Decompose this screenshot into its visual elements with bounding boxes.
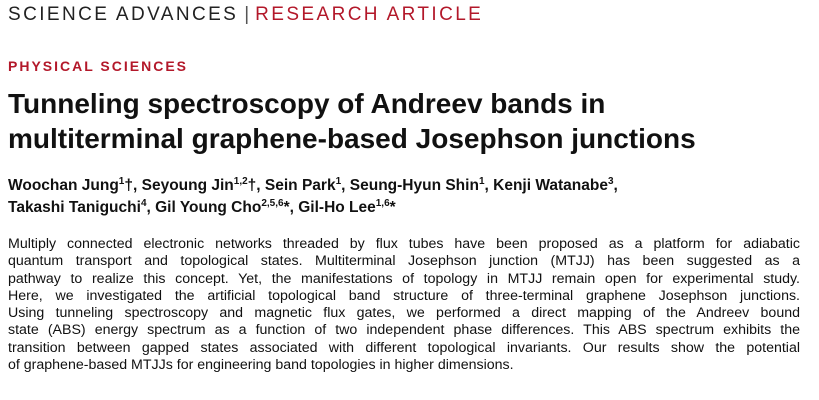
abstract: Multiply connected electronic networks t…	[8, 236, 800, 374]
article-type: RESEARCH ARTICLE	[255, 4, 484, 25]
author-name: Kenji Watanabe	[493, 177, 608, 194]
author-name: Seung-Hyun Shin	[349, 177, 479, 194]
author: Gil Young Cho2,5,6*,	[155, 198, 298, 217]
article-title: Tunneling spectroscopy of Andreev bands …	[8, 86, 696, 156]
author: Takashi Taniguchi4,	[8, 198, 155, 217]
title-line: Tunneling spectroscopy of Andreev bands …	[8, 88, 606, 119]
author-name: Gil Young Cho	[155, 199, 262, 216]
abstract-line: Here, we investigated the artificial top…	[8, 287, 800, 304]
abstract-line: of graphene-based MTJJs for engineering …	[8, 357, 514, 374]
author: Seyoung Jin1,2†,	[141, 176, 265, 195]
author: Sein Park1,	[264, 176, 350, 195]
author-affiliations: 2,5,6	[261, 198, 284, 209]
header-separator: |	[244, 4, 250, 25]
abstract-line: state (ABS) energy spectrum as a functio…	[8, 322, 800, 339]
author-suffix: ,	[341, 177, 346, 194]
abstract-line: transition between gapped states associa…	[8, 339, 800, 356]
author-affiliations: 1	[478, 176, 485, 187]
author-list: Woochan Jung1†, Seyoung Jin1,2†, Sein Pa…	[8, 175, 618, 219]
author-suffix: †,	[247, 177, 261, 194]
author: Kenji Watanabe3,	[493, 176, 618, 195]
author: Seung-Hyun Shin1,	[349, 176, 493, 195]
author-suffix: ,	[613, 177, 618, 194]
journal-header: SCIENCE ADVANCES | RESEARCH ARTICLE	[8, 4, 483, 26]
author-affiliations: 1	[335, 176, 342, 187]
author-suffix: ,	[484, 177, 489, 194]
author-suffix: †,	[124, 177, 138, 194]
abstract-line: quantum transport and topological states…	[8, 253, 800, 270]
author-line: Takashi Taniguchi4, Gil Young Cho2,5,6*,…	[8, 197, 618, 219]
author-name: Sein Park	[264, 177, 336, 194]
author-suffix: *	[389, 199, 396, 216]
author-line: Woochan Jung1†, Seyoung Jin1,2†, Sein Pa…	[8, 175, 618, 197]
author-suffix: *,	[283, 199, 294, 216]
author-name: Gil-Ho Lee	[298, 199, 376, 216]
author-affiliations: 1,2	[233, 176, 248, 187]
author-name: Woochan Jung	[8, 177, 119, 194]
author: Woochan Jung1†,	[8, 176, 142, 195]
author-affiliations: 4	[140, 198, 147, 209]
author-affiliations: 3	[607, 176, 614, 187]
author-affiliations: 1	[118, 176, 125, 187]
abstract-line: pathway to realize this concept. Yet, th…	[8, 270, 800, 287]
author-suffix: ,	[146, 199, 151, 216]
abstract-line: Multiply connected electronic networks t…	[8, 236, 800, 252]
author: Gil-Ho Lee1,6*	[298, 198, 396, 217]
title-line: multiterminal graphene-based Josephson j…	[8, 123, 696, 154]
abstract-line: Using tunneling spectroscopy and magneti…	[8, 305, 800, 322]
journal-name: SCIENCE ADVANCES	[8, 4, 239, 25]
author-name: Seyoung Jin	[141, 177, 234, 194]
section-label: PHYSICAL SCIENCES	[8, 58, 188, 74]
author-affiliations: 1,6	[375, 198, 390, 209]
author-name: Takashi Taniguchi	[8, 199, 141, 216]
